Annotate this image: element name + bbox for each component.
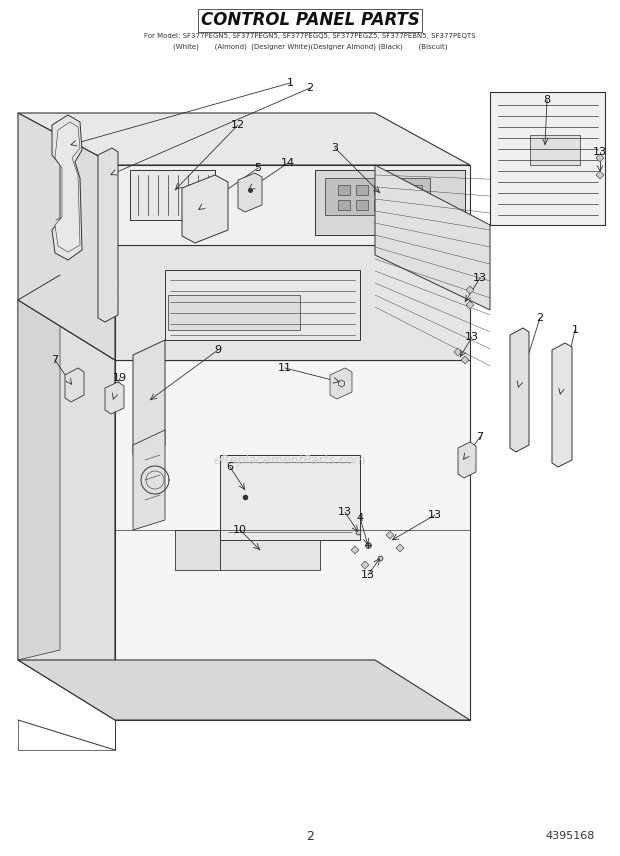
Text: eReplacementParts.com: eReplacementParts.com xyxy=(214,454,366,467)
Text: 9: 9 xyxy=(215,345,221,355)
Polygon shape xyxy=(392,185,404,195)
Text: 5: 5 xyxy=(254,163,262,173)
Polygon shape xyxy=(130,170,215,220)
Polygon shape xyxy=(466,286,474,294)
Polygon shape xyxy=(466,301,474,309)
Text: (White)       (Almond)  (Designer White)(Designer Almond) (Black)       (Biscuit: (White) (Almond) (Designer White)(Design… xyxy=(173,44,447,51)
Polygon shape xyxy=(596,171,604,179)
Polygon shape xyxy=(98,148,118,322)
Polygon shape xyxy=(351,546,359,554)
Polygon shape xyxy=(374,185,386,195)
Text: 2: 2 xyxy=(306,829,314,842)
Polygon shape xyxy=(18,113,115,360)
Polygon shape xyxy=(220,455,360,540)
Text: 1: 1 xyxy=(286,78,293,88)
Text: 19: 19 xyxy=(113,373,127,383)
Text: 13: 13 xyxy=(473,273,487,283)
Polygon shape xyxy=(65,368,84,402)
Text: 3: 3 xyxy=(332,143,339,153)
Polygon shape xyxy=(386,531,394,539)
Polygon shape xyxy=(458,442,476,478)
Text: 2: 2 xyxy=(536,313,544,323)
Text: 13: 13 xyxy=(593,147,607,157)
Polygon shape xyxy=(133,430,165,530)
Polygon shape xyxy=(18,300,115,720)
Polygon shape xyxy=(490,92,605,225)
Polygon shape xyxy=(461,356,469,364)
Polygon shape xyxy=(165,270,360,340)
Polygon shape xyxy=(52,115,82,260)
Text: 13: 13 xyxy=(428,510,442,520)
Polygon shape xyxy=(356,185,368,195)
Polygon shape xyxy=(115,245,470,360)
Text: 1: 1 xyxy=(572,325,578,335)
Polygon shape xyxy=(18,300,470,360)
Polygon shape xyxy=(168,295,300,330)
Text: 13: 13 xyxy=(361,570,375,580)
Polygon shape xyxy=(356,200,368,210)
Polygon shape xyxy=(330,368,352,399)
Polygon shape xyxy=(375,165,490,310)
Polygon shape xyxy=(220,540,320,570)
Text: 2: 2 xyxy=(306,83,314,93)
Text: CONTROL PANEL PARTS: CONTROL PANEL PARTS xyxy=(200,11,420,29)
Text: 4: 4 xyxy=(356,513,363,523)
Polygon shape xyxy=(410,185,422,195)
Polygon shape xyxy=(325,178,430,215)
Polygon shape xyxy=(552,343,572,467)
Polygon shape xyxy=(18,113,470,165)
Polygon shape xyxy=(182,175,228,243)
Text: 13: 13 xyxy=(465,332,479,342)
Text: 6: 6 xyxy=(226,462,234,472)
Polygon shape xyxy=(55,122,80,252)
Text: 11: 11 xyxy=(278,363,292,373)
Polygon shape xyxy=(396,544,404,552)
Polygon shape xyxy=(361,561,369,569)
Polygon shape xyxy=(105,382,124,414)
Text: 4395168: 4395168 xyxy=(546,831,595,841)
Polygon shape xyxy=(392,200,404,210)
Polygon shape xyxy=(115,165,470,245)
Text: 8: 8 xyxy=(544,95,551,105)
Polygon shape xyxy=(596,154,604,162)
Polygon shape xyxy=(338,200,350,210)
Text: 14: 14 xyxy=(281,158,295,168)
Polygon shape xyxy=(18,660,470,720)
Text: 7: 7 xyxy=(51,355,58,365)
Polygon shape xyxy=(530,135,580,165)
Polygon shape xyxy=(115,360,470,720)
Polygon shape xyxy=(238,173,262,212)
Text: 10: 10 xyxy=(233,525,247,535)
Polygon shape xyxy=(18,275,60,660)
Polygon shape xyxy=(510,328,529,452)
Text: For Model: SF377PEGN5, SF377PEGN5, SF377PEGQ5, SF377PEGZ5, SF377PEBN5, SF377PEQT: For Model: SF377PEGN5, SF377PEGN5, SF377… xyxy=(144,33,476,39)
Text: 12: 12 xyxy=(231,120,245,130)
Text: 7: 7 xyxy=(476,432,484,442)
Text: 13: 13 xyxy=(338,507,352,517)
Polygon shape xyxy=(454,348,462,356)
Polygon shape xyxy=(410,200,422,210)
Polygon shape xyxy=(315,170,465,235)
Polygon shape xyxy=(133,340,165,455)
Polygon shape xyxy=(175,530,220,570)
Polygon shape xyxy=(338,185,350,195)
Polygon shape xyxy=(374,200,386,210)
